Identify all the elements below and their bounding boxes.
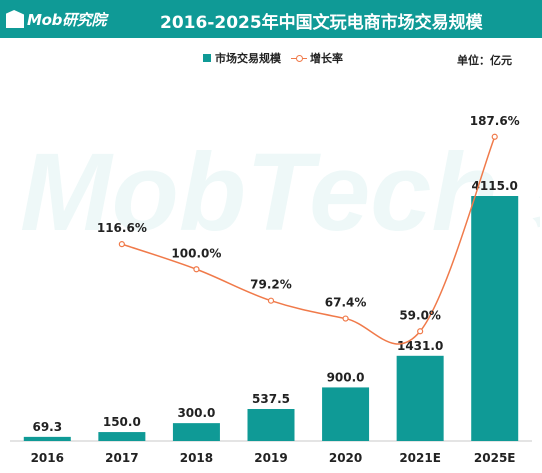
x-tick-label: 2018	[180, 451, 213, 465]
chart-title: 2016-2025年中国文玩电商市场交易规模	[160, 13, 483, 33]
growth-rate-label: 187.6%	[470, 114, 520, 128]
x-tick-label: 2020	[329, 451, 362, 465]
legend-bar-label: 市场交易规模	[215, 52, 281, 65]
bar	[247, 408, 295, 441]
logo-icon	[6, 10, 24, 28]
legend-line-label: 增长率	[310, 52, 343, 65]
growth-rate-point	[491, 133, 498, 140]
bar	[471, 196, 519, 441]
bar-value-label: 150.0	[103, 415, 141, 429]
bar	[23, 436, 71, 441]
x-tick-label: 2025E	[474, 451, 516, 465]
x-tick-label: 2019	[254, 451, 287, 465]
title-bar: Mob研究院 2016-2025年中国文玩电商市场交易规模	[0, 0, 542, 38]
x-tick-label: 2021E	[399, 451, 441, 465]
logo: Mob研究院	[6, 8, 106, 30]
bar-value-label: 69.3	[32, 420, 62, 434]
bar	[172, 423, 220, 441]
bar-value-label: 300.0	[177, 406, 215, 420]
growth-rate-point	[267, 297, 275, 304]
growth-rate-point	[118, 241, 125, 248]
bar-value-label: 4115.0	[472, 179, 518, 193]
bar	[322, 387, 370, 441]
bar	[98, 432, 146, 441]
x-tick-label: 2016	[31, 451, 64, 465]
growth-rate-label: 100.0%	[171, 246, 221, 260]
legend-bar-swatch	[203, 54, 211, 62]
growth-rate-point	[342, 315, 349, 322]
growth-rate-label: 79.2%	[250, 278, 292, 292]
legend-line-swatch	[291, 54, 307, 62]
legend: 市场交易规模 增长率	[203, 50, 343, 66]
bar-value-label: 1431.0	[397, 339, 443, 353]
x-tick-label: 2017	[105, 451, 138, 465]
growth-rate-label: 116.6%	[97, 221, 147, 235]
growth-rate-point	[417, 328, 424, 335]
logo-text: Mob研究院	[27, 10, 107, 29]
growth-rate-label: 59.0%	[399, 308, 441, 322]
bar-value-label: 537.5	[252, 392, 290, 406]
growth-rate-point	[193, 266, 200, 273]
unit-label: 单位：亿元	[457, 54, 512, 67]
growth-rate-label: 67.4%	[325, 296, 367, 310]
bar	[396, 355, 444, 441]
bar-value-label: 900.0	[327, 370, 365, 384]
